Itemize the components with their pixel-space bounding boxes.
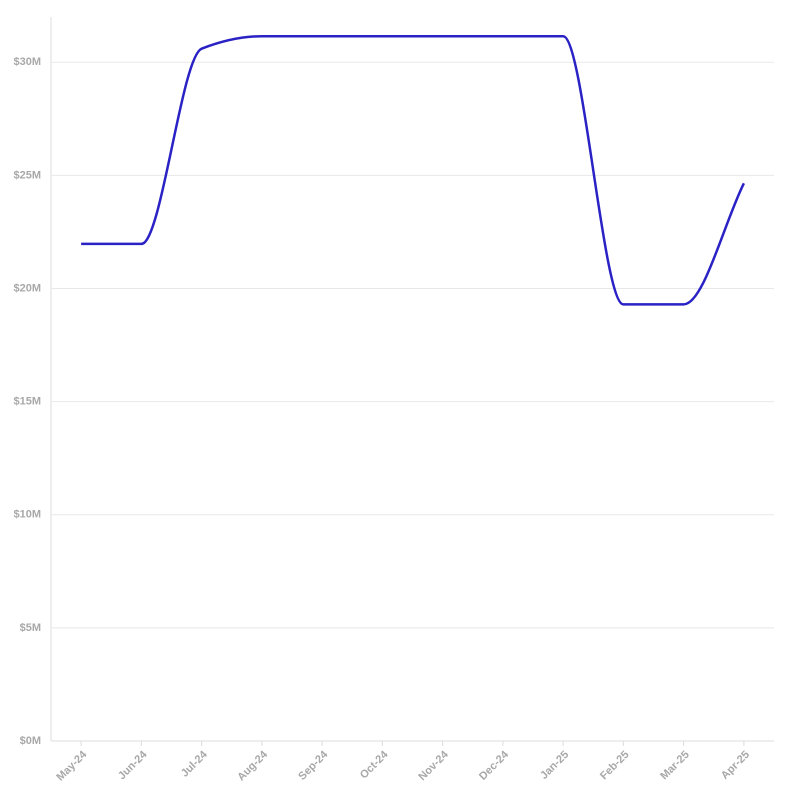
x-tick-label: Mar-25 [658,749,692,783]
x-tick-label: Jul-24 [179,748,211,780]
y-tick-label: $15M [13,396,41,408]
x-tick-label: Nov-24 [416,748,451,783]
y-tick-label: $0M [20,735,41,747]
y-tick-label: $20M [13,282,41,294]
y-tick-label: $30M [13,56,41,68]
x-tick-label: Aug-24 [235,748,270,783]
x-tick-label: Oct-24 [358,748,391,781]
x-tick-label: May-24 [54,748,89,783]
line [81,34,745,306]
y-tick-label: $25M [13,169,41,181]
x-tick-label: Feb-25 [598,749,632,783]
x-tick-label: Jun-24 [116,748,150,782]
x-tick-label: Sep-24 [296,748,331,783]
x-tick-label: Jan-25 [538,749,571,782]
y-tick-label: $5M [20,622,41,634]
x-tick-label: Dec-24 [477,748,512,783]
y-tick-label: $10M [13,509,41,521]
x-tick-label: Apr-25 [719,749,752,782]
